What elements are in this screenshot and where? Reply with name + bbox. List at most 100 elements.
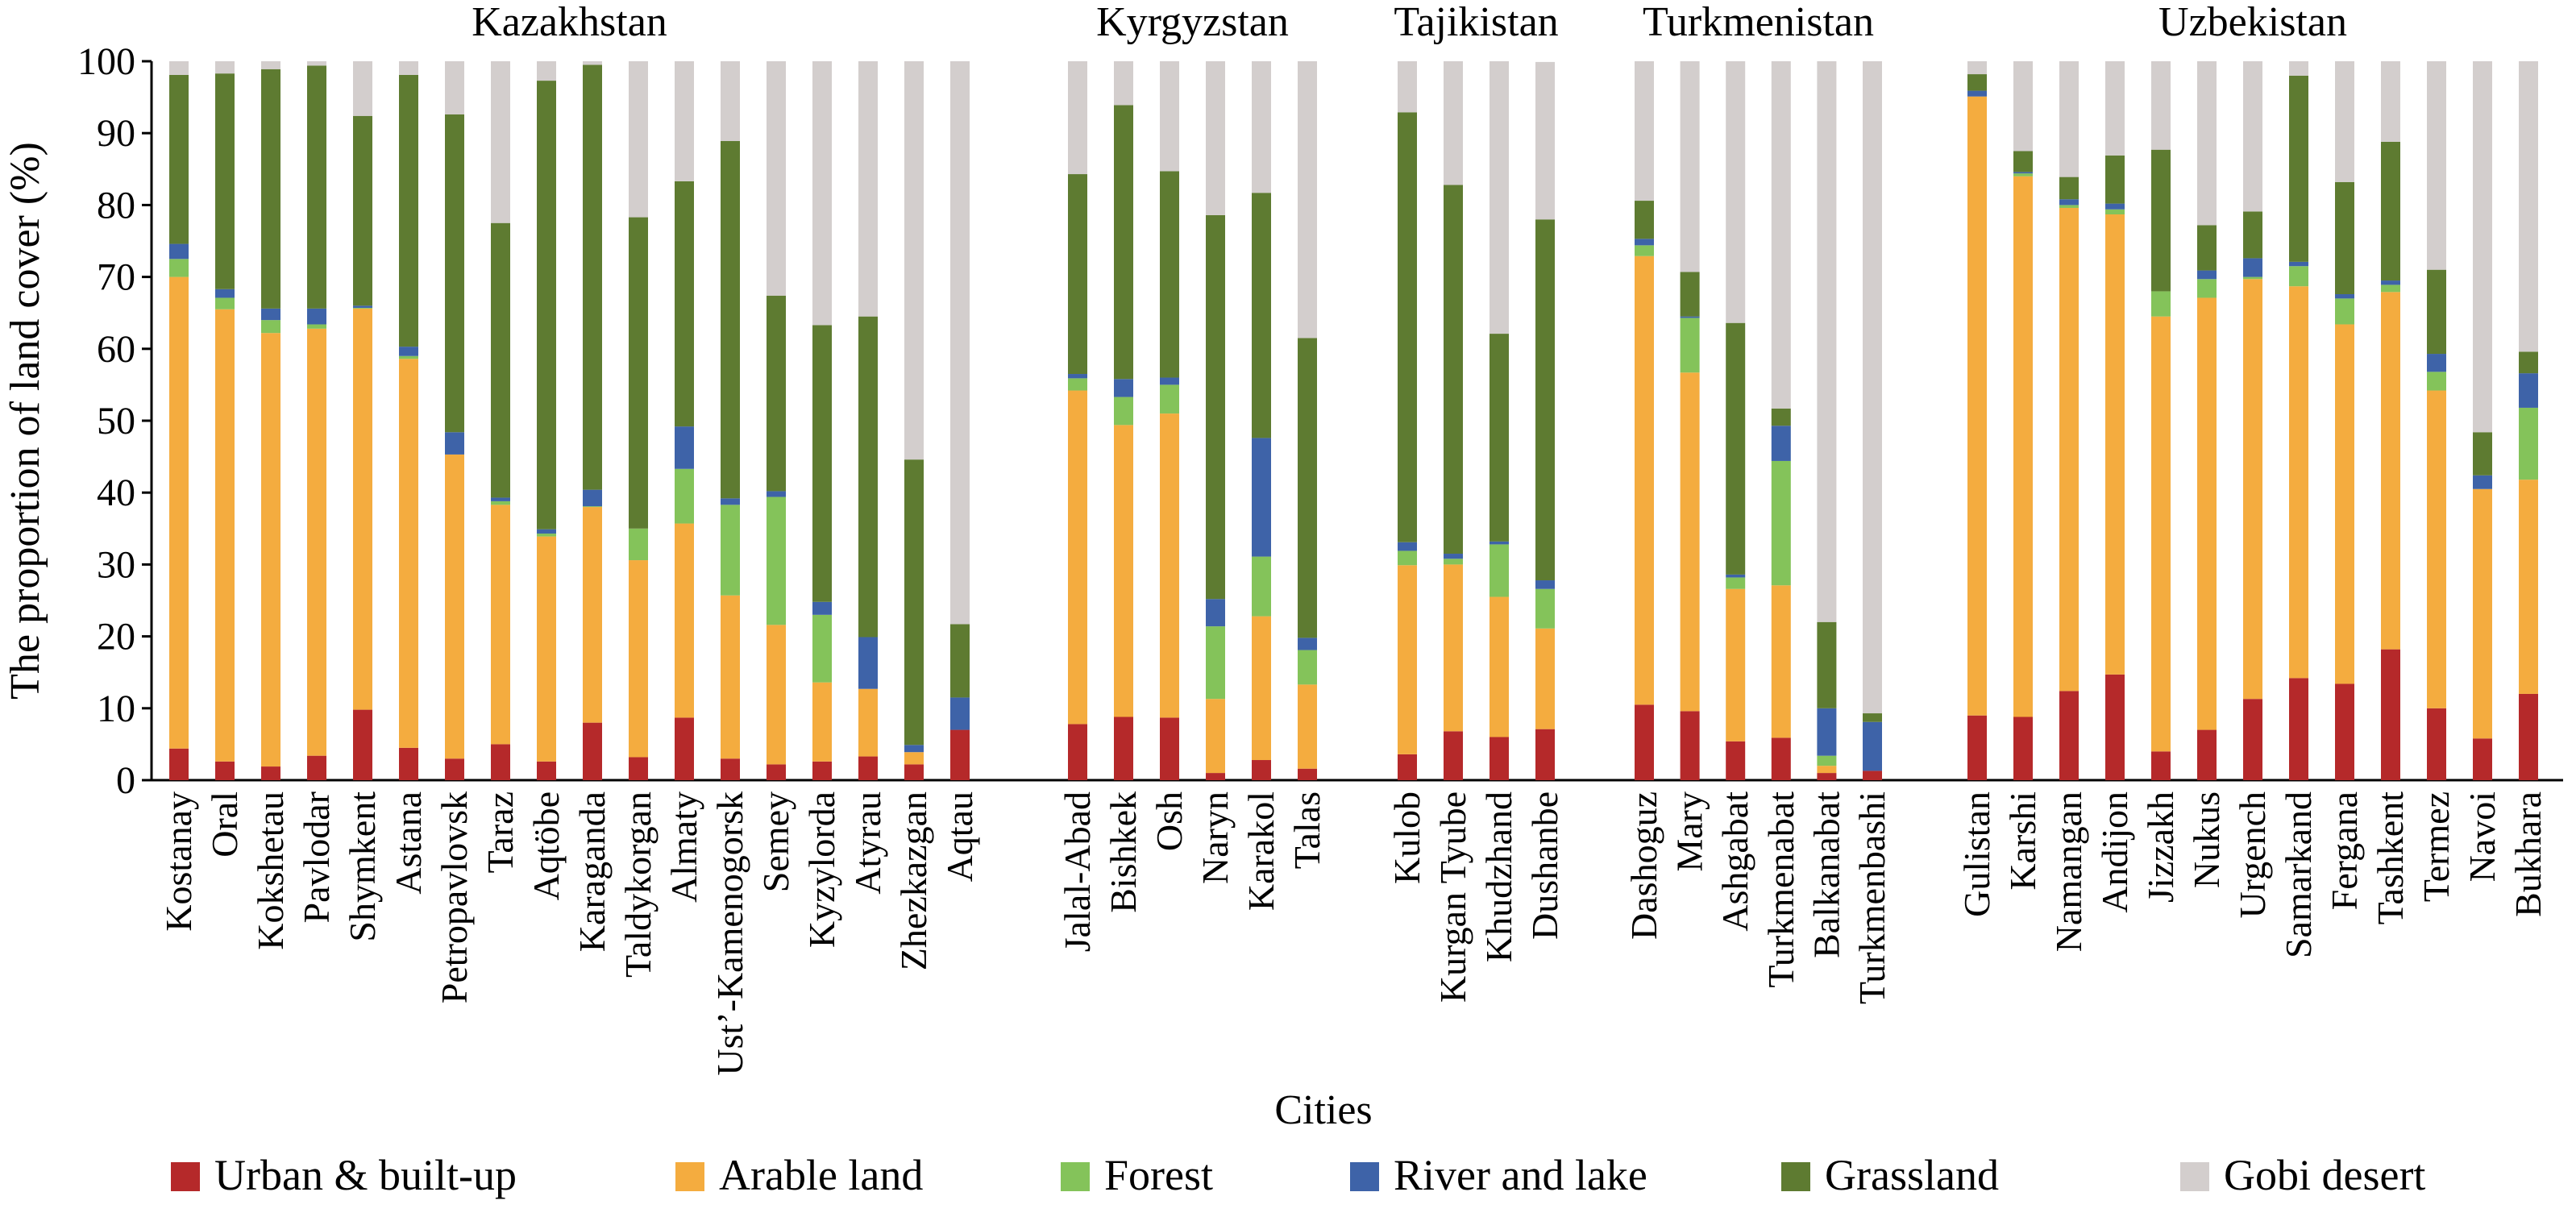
bar-segment — [1114, 716, 1133, 780]
legend-item: Arable land — [675, 1151, 923, 1199]
bar-segment — [1068, 724, 1087, 780]
bar-segment — [1967, 90, 1987, 97]
bar-segment — [353, 307, 372, 309]
bar-segment — [767, 764, 786, 780]
bar-segment — [1206, 699, 1225, 774]
category-label: Jizzakh — [2140, 791, 2181, 903]
bar-segment — [629, 757, 648, 780]
bar-segment — [2013, 151, 2033, 172]
bar-segment — [2151, 316, 2171, 752]
bar-segment — [2243, 699, 2262, 780]
bar-segment — [721, 505, 740, 596]
bar-segment — [169, 243, 189, 260]
bar-segment — [1817, 708, 1837, 756]
bar-segment — [2289, 61, 2308, 76]
bar-segment — [2197, 225, 2217, 271]
bar-segment — [491, 744, 510, 780]
bar-segment — [2289, 266, 2308, 287]
bar-segment — [261, 320, 280, 334]
bar-segment — [629, 61, 648, 218]
bar-segment — [1252, 616, 1271, 761]
category-label: Gulistan — [1956, 791, 1997, 917]
bar-segment — [2427, 354, 2446, 372]
bar-segment — [1967, 74, 1987, 91]
bar-segment — [1298, 61, 1317, 339]
bar-segment — [2335, 294, 2354, 299]
bar-segment — [169, 61, 189, 75]
bar-segment — [1068, 378, 1087, 391]
bar-segment — [1863, 721, 1882, 771]
bar-segment — [2243, 258, 2262, 277]
bar-segment — [1114, 397, 1133, 426]
bar-segment — [445, 758, 464, 780]
country-title: Turkmenistan — [1643, 0, 1874, 45]
bar-segment — [812, 614, 832, 683]
bar-segment — [1490, 737, 1509, 780]
y-tick-label: 80 — [97, 184, 135, 226]
bar-segment — [2013, 61, 2033, 152]
bar-segment — [307, 308, 326, 325]
bar-segment — [1967, 61, 1987, 75]
bar-segment — [2105, 155, 2125, 204]
category-label: Oral — [204, 791, 245, 858]
bar-segment — [2243, 211, 2262, 259]
bar-segment — [1398, 61, 1417, 113]
bar-segment — [1726, 577, 1746, 589]
bar-segment — [583, 722, 602, 780]
legend-swatch — [675, 1162, 704, 1191]
bar-segment — [1680, 272, 1700, 317]
bar-segment — [2197, 270, 2217, 280]
bar-segment — [2381, 280, 2400, 285]
bar-segment — [675, 717, 694, 780]
category-label: Jalal-Abad — [1057, 791, 1098, 952]
category-label: Turkmenbashi — [1851, 791, 1893, 1004]
bar-segment — [537, 529, 556, 534]
category-label: Turkmenabat — [1760, 791, 1801, 988]
category-label: Almaty — [663, 791, 704, 903]
bar-segment — [904, 745, 924, 753]
bar-segment — [1114, 379, 1133, 397]
category-label: Taraz — [480, 791, 521, 873]
bar-segment — [353, 115, 372, 306]
bar-segment — [2105, 61, 2125, 156]
bar-segment — [1817, 773, 1837, 780]
bar-segment — [675, 181, 694, 427]
bar-segment — [2519, 373, 2538, 408]
bar-segment — [2105, 674, 2125, 780]
bar-segment — [1817, 755, 1837, 766]
bar-segment — [537, 81, 556, 530]
bar-segment — [1160, 717, 1179, 780]
category-label: Kostanay — [158, 791, 199, 932]
bar-segment — [950, 697, 970, 730]
category-label: Karakol — [1240, 791, 1282, 911]
category-label: Nukus — [2186, 791, 2227, 888]
bar-segment — [950, 61, 970, 625]
bar-segment — [1535, 729, 1555, 780]
bar-segment — [767, 491, 786, 497]
bar-segment — [1726, 322, 1746, 575]
bar-segment — [537, 761, 556, 780]
bar-segment — [2473, 432, 2492, 476]
y-axis-title: The proportion of land cover (%) — [2, 142, 48, 700]
legend-label: Grassland — [1825, 1151, 1999, 1199]
bar-segment — [353, 305, 372, 308]
bar-segment — [537, 536, 556, 762]
bar-segment — [1771, 426, 1791, 461]
legend-label: Gobi desert — [2224, 1151, 2425, 1199]
bar-segment — [2381, 285, 2400, 293]
bar-segment — [1726, 61, 1746, 323]
legend-item: Grassland — [1781, 1151, 1999, 1199]
y-tick-label: 60 — [97, 328, 135, 371]
bar-segment — [2151, 149, 2171, 292]
bar-segment — [169, 74, 189, 244]
legend-label: Forest — [1104, 1151, 1213, 1199]
bar-segment — [445, 114, 464, 433]
bar-segment — [2381, 649, 2400, 780]
bar-segment — [1635, 239, 1654, 246]
bar-segment — [2059, 207, 2079, 692]
bar-segment — [1252, 193, 1271, 438]
bar-segment — [1160, 377, 1179, 385]
bar-segment — [721, 141, 740, 499]
bar-segment — [2427, 708, 2446, 780]
